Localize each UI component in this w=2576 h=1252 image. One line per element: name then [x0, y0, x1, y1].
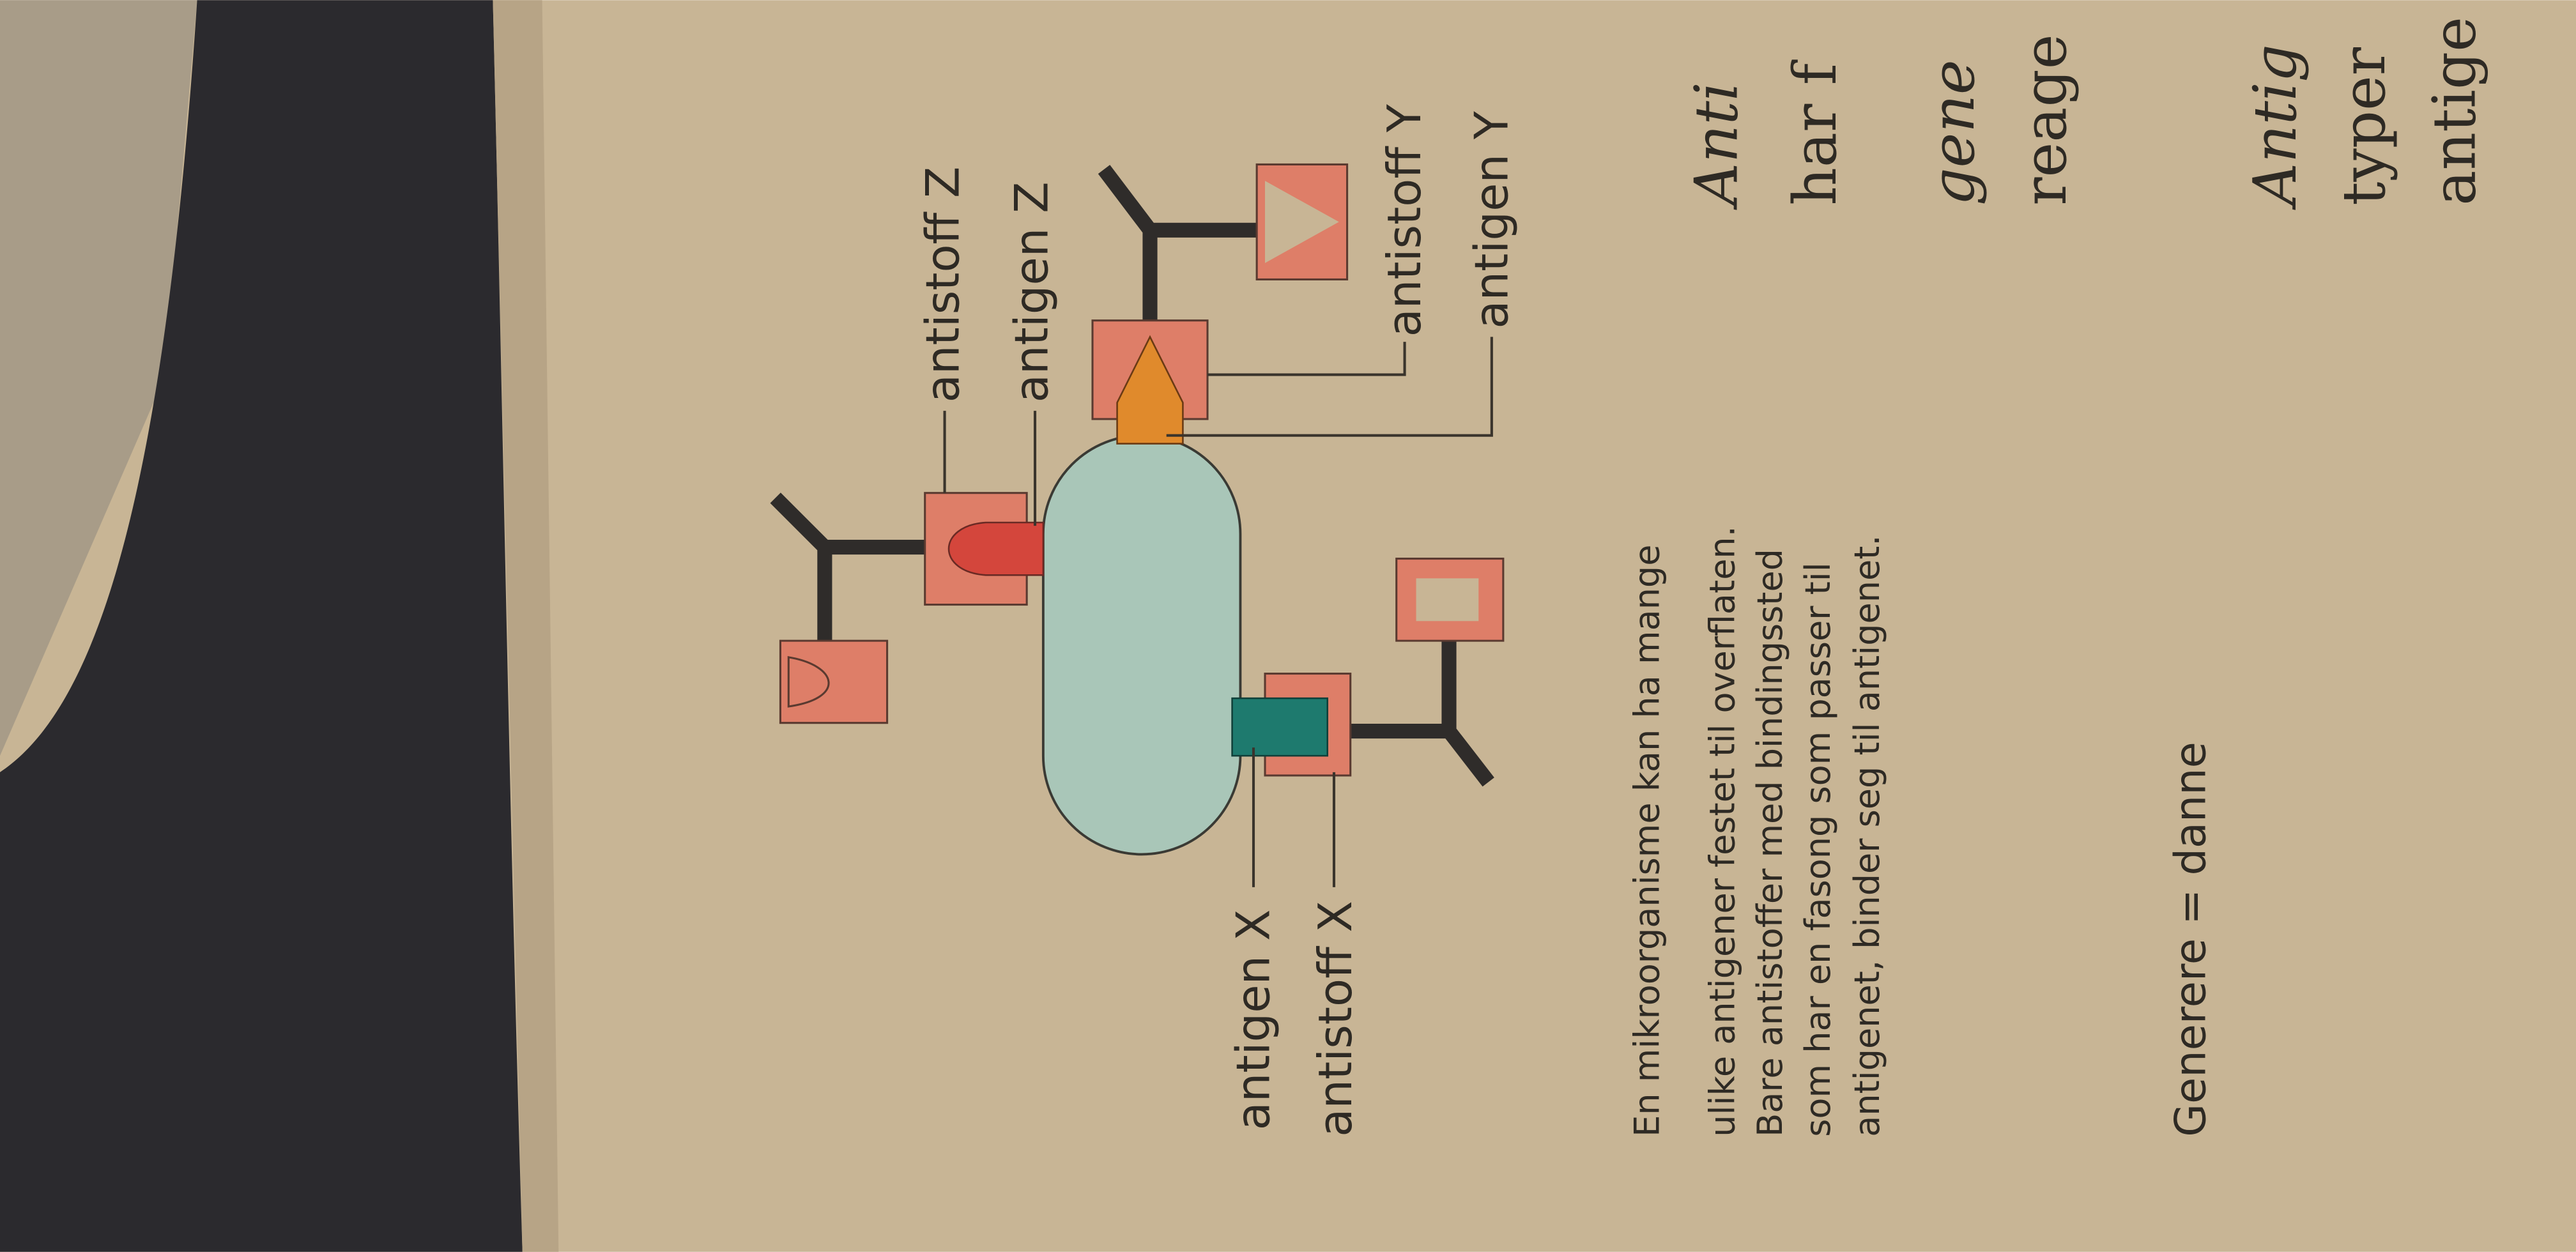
caption-line: som har en fasong som passer til [1798, 562, 1838, 1137]
antibody-x [1231, 558, 1505, 787]
label: antistoff Z [916, 167, 970, 403]
microorganism [1041, 434, 1242, 856]
label: antigen Z [1005, 181, 1059, 402]
body-text: gene [1919, 59, 1988, 205]
caption-line: ulike antigener festet til overflaten. [1703, 526, 1743, 1137]
label: antistoff X [1308, 901, 1362, 1137]
dark-cover [0, 0, 523, 1252]
label: antistoff Y [1377, 103, 1431, 337]
floor [0, 0, 197, 756]
label: antigen Y [1465, 111, 1519, 329]
leader-lines [943, 337, 1493, 887]
note: Generere = danne [2165, 742, 2215, 1136]
body-text: antige [2419, 17, 2488, 206]
body-text: reage [2011, 34, 2080, 205]
body-text: Antig [2241, 44, 2310, 211]
caption-line: En mikroorganisme kan ha mange [1627, 545, 1667, 1137]
page-edge [493, 0, 559, 1252]
caption-line: antigenet, binder seg til antigenet. [1847, 535, 1887, 1136]
antibody-z [770, 492, 1045, 724]
body-text: Anti [1682, 82, 1751, 210]
label: antigen X [1227, 910, 1280, 1131]
antibody-y [1091, 163, 1349, 445]
body-text: har f [1781, 59, 1850, 205]
caption-line: Bare antistoffer med bindingssted [1750, 549, 1790, 1137]
body-text: typer [2329, 47, 2398, 206]
